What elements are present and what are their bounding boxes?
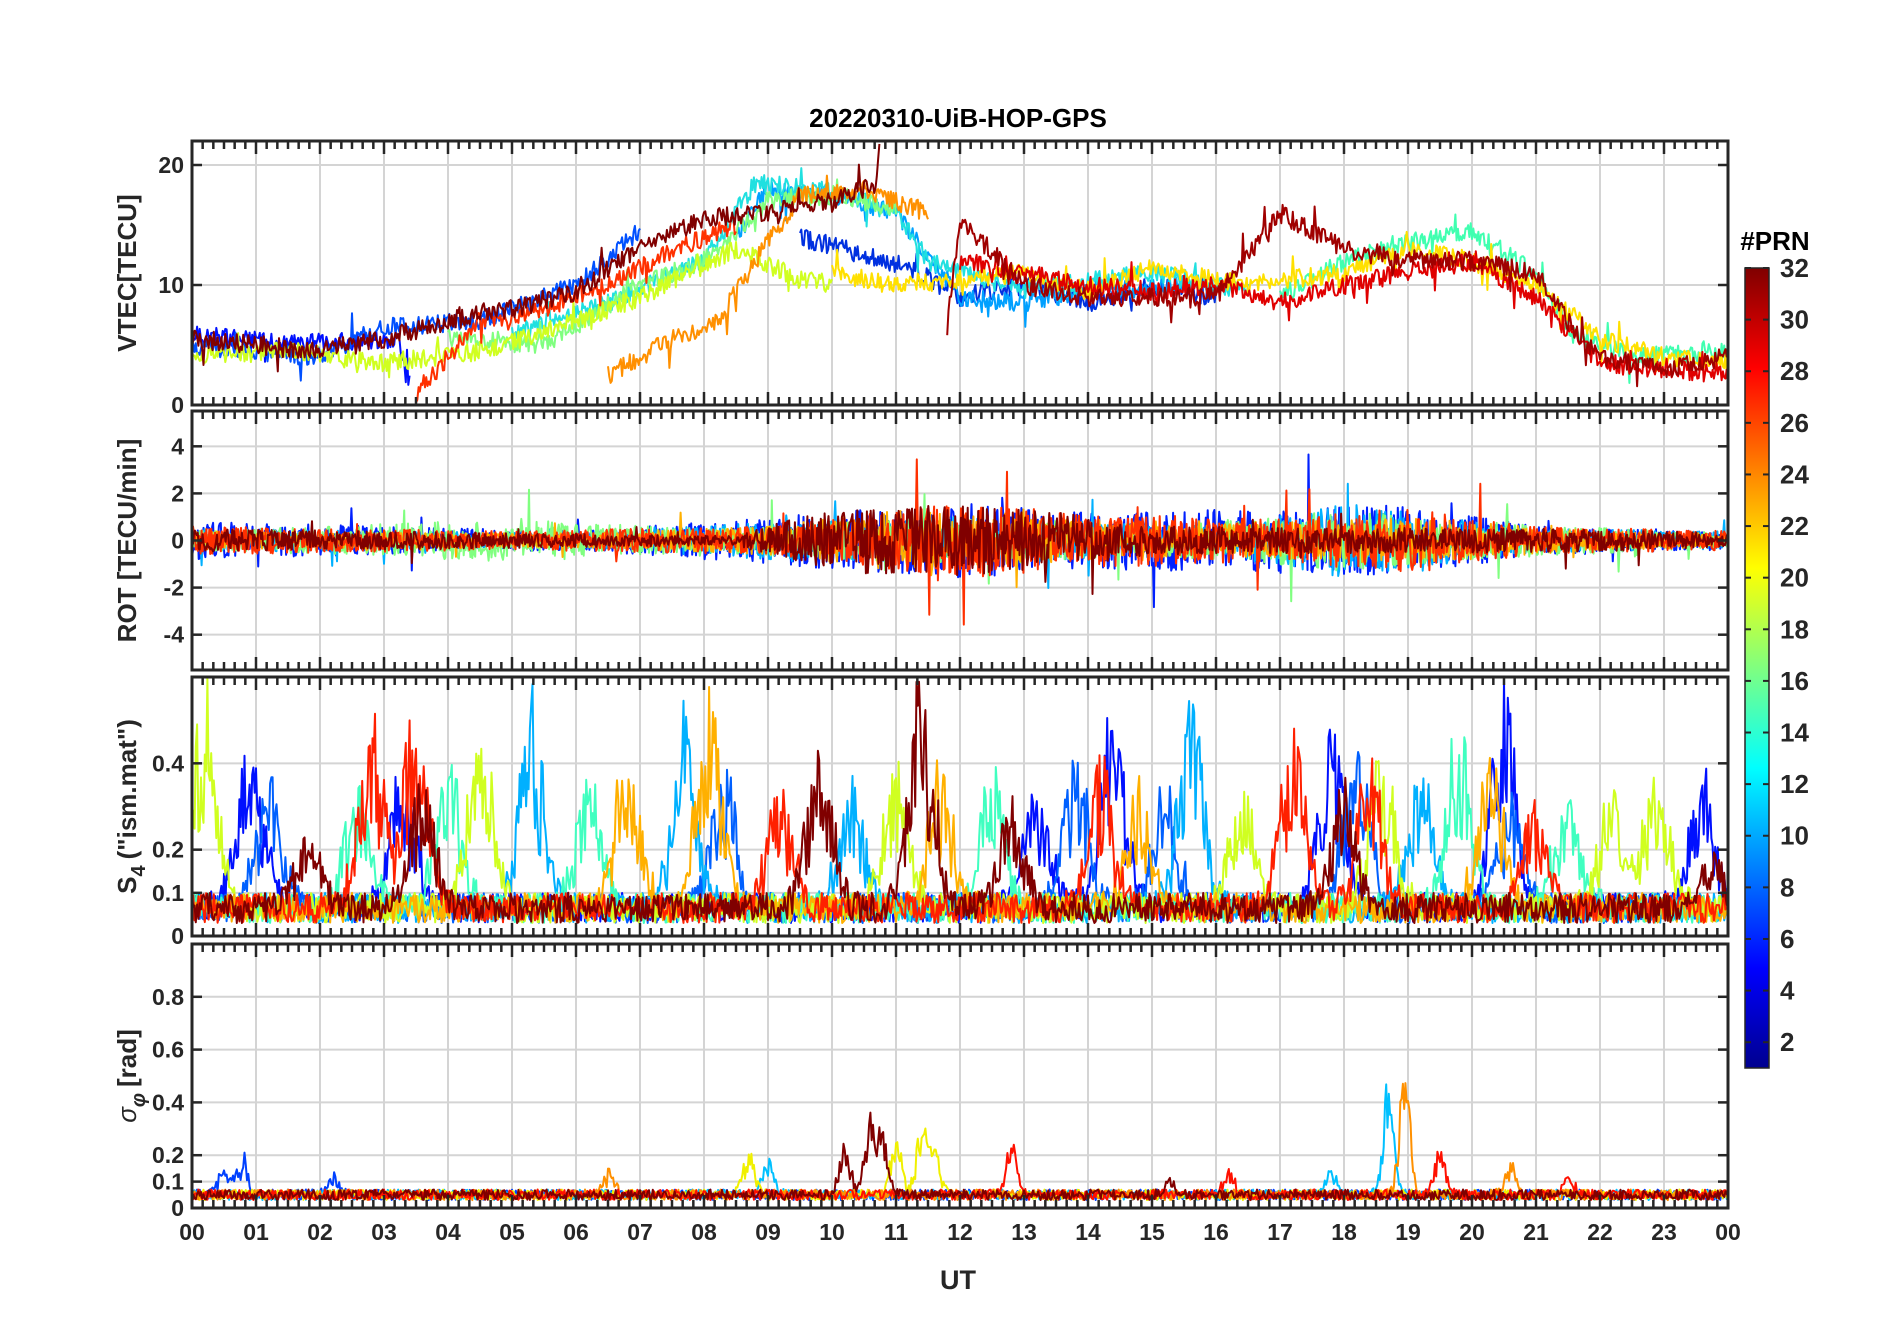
vtec-series-prn-18 (192, 241, 833, 379)
xtick-label: 23 (1651, 1219, 1677, 1245)
sigphi-ytick-label: 0.8 (152, 984, 184, 1010)
xtick-label: 03 (371, 1219, 397, 1245)
xtick-label: 02 (307, 1219, 333, 1245)
panel-s4: 0 0.1 0.2 0.4S4("ism.mat") (112, 675, 1730, 949)
panel-rot: 4 2 0 -2 -4 ROT [TECU/min] (112, 409, 1730, 672)
xtick-label: 09 (755, 1219, 781, 1245)
rot-y-axis-label: ROT [TECU/min] (112, 439, 142, 643)
s4-ytick-label: 0 (171, 923, 184, 949)
xtick-label: 12 (947, 1219, 973, 1245)
s4-ticks: 0 0.1 0.2 0.4 (152, 677, 1730, 949)
sigphi-ytick-label: 0.1 (152, 1169, 184, 1195)
vtec-series-prn-16 (447, 178, 897, 354)
xtick-label: 13 (1011, 1219, 1037, 1245)
xtick-label: 06 (563, 1219, 589, 1245)
s4-ytick-label: 0.1 (152, 880, 184, 906)
x-axis-label: UT (940, 1265, 976, 1295)
xtick-label: 15 (1139, 1219, 1165, 1245)
colorbar-tick-label: 18 (1780, 614, 1809, 644)
s4-series-prn-32 (192, 680, 1728, 924)
xtick-label: 00 (179, 1219, 205, 1245)
colorbar-tick-label: 16 (1780, 666, 1809, 696)
rot-series-prn-32 (192, 505, 1728, 595)
colorbar-label: #PRN (1740, 226, 1809, 256)
colorbar-tick-label: 32 (1780, 253, 1809, 283)
vtec-series-prn-26 (415, 216, 737, 404)
panel-sigphi: 00.10.20.40.60.8σφ[rad]00 01 02 03 04 05 06 07 0… (112, 942, 1741, 1245)
colorbar-tick-label: 30 (1780, 305, 1809, 335)
xtick-label: 05 (499, 1219, 525, 1245)
rot-ytick-label: 0 (171, 528, 184, 554)
vtec-series-prn-14 (1279, 213, 1728, 384)
vtec-series-prn-20 (831, 230, 1728, 374)
vtec-series-prn-29 (959, 250, 1728, 387)
s4-y-axis-label: S4("ism.mat") (112, 719, 150, 894)
xtick-label: 14 (1075, 1219, 1101, 1245)
chart-title: 20220310-UiB-HOP-GPS (809, 103, 1107, 133)
rot-series (192, 453, 1728, 626)
sigphi-grid (191, 944, 1729, 1209)
sigphi-ytick-label: 0.4 (152, 1089, 184, 1115)
rot-ytick-label: -2 (164, 575, 184, 601)
colorbar-tick-label: 8 (1780, 872, 1794, 902)
xtick-label: 21 (1523, 1219, 1549, 1245)
xtick-label: 22 (1587, 1219, 1613, 1245)
xtick-label: 20 (1459, 1219, 1485, 1245)
colorbar-tick-label: 6 (1780, 924, 1794, 954)
xtick-label: 00 (1715, 1219, 1741, 1245)
xtick-label: 17 (1267, 1219, 1293, 1245)
s4-series-prn-22 (192, 686, 1728, 924)
vtec-series-prn-32 (192, 143, 881, 373)
sigphi-ytick-label: 0.2 (152, 1142, 184, 1168)
sigphi-ytick-label: 0.6 (152, 1037, 184, 1063)
rot-ytick-label: 4 (171, 433, 184, 459)
colorbar-tick-label: 10 (1780, 821, 1809, 851)
s4-series (192, 677, 1728, 924)
s4-ytick-label: 0.4 (152, 750, 184, 776)
xtick-label: 19 (1395, 1219, 1421, 1245)
sigphi-ytick-label: 0 (171, 1195, 184, 1221)
colorbar-tick-label: 28 (1780, 356, 1809, 386)
xtick-label: 01 (243, 1219, 269, 1245)
sigphi-ticks: 00.10.2 0.4 0.6 0.8 (152, 944, 1730, 1221)
xtick-label: 11 (884, 1219, 909, 1245)
colorbar-tick-label: 26 (1780, 408, 1809, 438)
colorbar-tick-label: 22 (1780, 511, 1809, 541)
xtick-label: 10 (819, 1219, 845, 1245)
vtec-y-axis-label: VTEC[TECU] (112, 194, 142, 351)
colorbar-tick-label: 24 (1780, 459, 1809, 489)
vtec-series-prn-23 (607, 174, 929, 384)
colorbar-tick-label: 12 (1780, 769, 1809, 799)
colorbar-gradient (1744, 267, 1770, 1069)
colorbar-tick-label: 4 (1780, 976, 1795, 1006)
rot-ytick-label: -4 (164, 622, 185, 648)
s4-series-prn-14 (192, 736, 1728, 924)
vtec-ticks: 0 10 20 (158, 141, 1730, 418)
colorbar-tick-label: 14 (1780, 718, 1809, 748)
s4-ytick-label: 0.2 (152, 837, 184, 863)
colorbar-tick-label: 20 (1780, 563, 1809, 593)
vtec-series (192, 143, 1728, 404)
xtick-label: 16 (1203, 1219, 1229, 1245)
rot-ticks: 4 2 0 -2 -4 (164, 411, 1730, 670)
vtec-ytick-label: 20 (158, 152, 184, 178)
colorbar-tick-label: 2 (1780, 1027, 1794, 1057)
xtick-label: 07 (627, 1219, 653, 1245)
sigphi-y-axis-label: σφ[rad] (112, 1029, 150, 1123)
vtec-ytick-label: 10 (158, 272, 184, 298)
vtec-series-prn-31 (946, 203, 1728, 388)
xtick-label: 18 (1331, 1219, 1357, 1245)
xtick-label: 04 (435, 1219, 461, 1245)
rot-ytick-label: 2 (171, 480, 184, 506)
xtick-label: 08 (691, 1219, 717, 1245)
vtec-ytick-label: 0 (171, 392, 184, 418)
panel-vtec: 0 10 20 VTEC[TECU] (112, 139, 1730, 418)
